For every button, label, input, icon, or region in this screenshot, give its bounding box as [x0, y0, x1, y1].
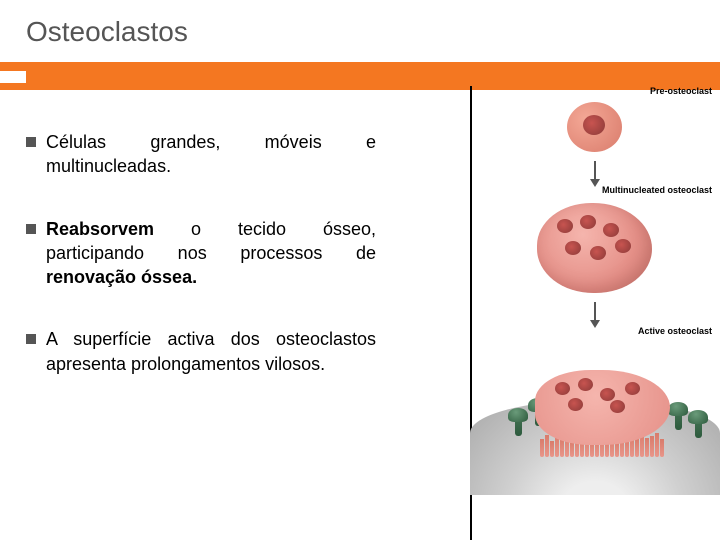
bullet-text: A superfície activa dos osteoclastos apr…: [46, 327, 376, 376]
stage-multinucleated: Multinucleated osteoclast: [470, 185, 720, 324]
receptor: [668, 402, 688, 428]
bullet-text: Células grandes, móveis e multinucleadas…: [46, 130, 376, 179]
arrow-down-icon: [594, 302, 596, 324]
villus: [645, 438, 649, 457]
stage-label: Multinucleated osteoclast: [470, 185, 720, 195]
bullet-2: Reabsorvem o tecido ósseo, participando …: [26, 217, 376, 290]
cell-nucleus: [565, 241, 581, 255]
villus: [650, 436, 654, 457]
villus: [540, 439, 544, 457]
bullet-marker-icon: [26, 224, 36, 234]
cell-body: [535, 370, 670, 445]
villus: [660, 439, 664, 457]
page-title: Osteoclastos: [26, 16, 720, 48]
bullet-text: Reabsorvem o tecido ósseo, participando …: [46, 217, 376, 290]
cell-nucleus: [555, 382, 570, 395]
cell-nucleus: [615, 239, 631, 253]
villus: [655, 433, 659, 457]
cell-nucleus: [580, 215, 596, 229]
cell-nucleus: [603, 223, 619, 237]
bullet-marker-icon: [26, 334, 36, 344]
stage-label: Pre-osteoclast: [470, 86, 720, 96]
title-area: Osteoclastos: [0, 0, 720, 62]
bullet-1: Células grandes, móveis e multinucleadas…: [26, 130, 376, 179]
receptor: [508, 408, 528, 434]
stage-label: Active osteoclast: [470, 326, 720, 336]
cell-nucleus: [610, 400, 625, 413]
villus: [635, 439, 639, 457]
cell-nucleus: [590, 246, 606, 260]
arrow-down-icon: [594, 161, 596, 183]
stage-pre-osteoclast: Pre-osteoclast: [470, 86, 720, 183]
pre-osteoclast-cell: [565, 100, 625, 155]
diagram-column: Pre-osteoclast Multinucleated osteoclast…: [470, 86, 720, 536]
active-osteoclast-scene: [470, 340, 720, 495]
accent-notch: [0, 71, 26, 83]
cell-nucleus: [625, 382, 640, 395]
receptor: [688, 410, 708, 436]
cell-nucleus: [568, 398, 583, 411]
multinucleated-cell: [535, 201, 655, 296]
cell-nucleus: [583, 115, 605, 135]
bullet-marker-icon: [26, 137, 36, 147]
cell-nucleus: [578, 378, 593, 391]
cell-nucleus: [557, 219, 573, 233]
text-column: Células grandes, móveis e multinucleadas…: [26, 130, 376, 414]
cell-nucleus: [600, 388, 615, 401]
villus: [550, 441, 554, 457]
bullet-3: A superfície activa dos osteoclastos apr…: [26, 327, 376, 376]
stage-active: Active osteoclast: [470, 326, 720, 495]
villus: [545, 435, 549, 457]
